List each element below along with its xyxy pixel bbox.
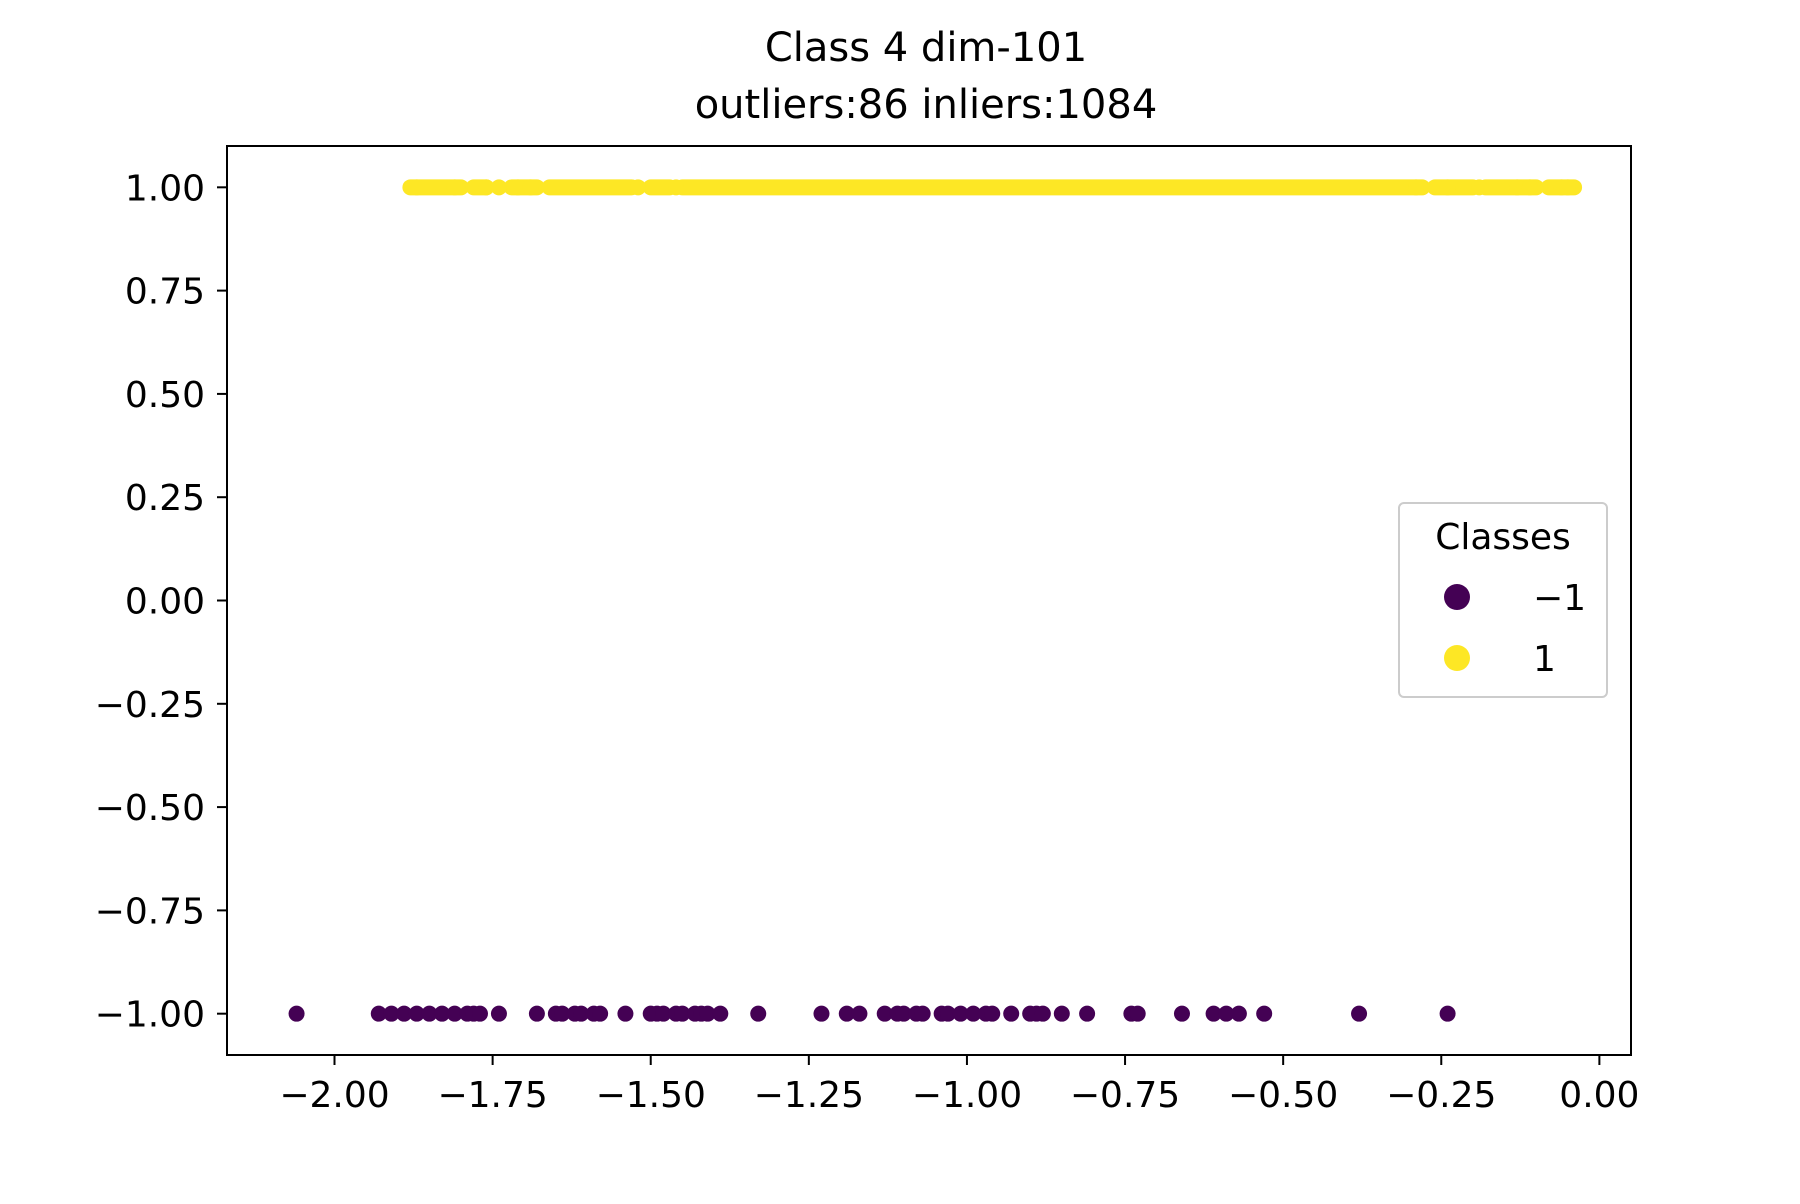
outlier-point <box>914 1005 931 1022</box>
inlier-point <box>478 179 495 196</box>
legend-marker-1 <box>1444 645 1470 671</box>
outlier-point <box>1129 1005 1146 1022</box>
outlier-point <box>1230 1005 1247 1022</box>
x-tick-label: −1.75 <box>437 1075 547 1116</box>
inlier-point <box>1439 179 1456 196</box>
outlier-point <box>1351 1005 1368 1022</box>
inlier-point <box>522 179 539 196</box>
chart-title: Class 4 dim-101 <box>765 25 1087 71</box>
outlier-point <box>965 1005 982 1022</box>
outlier-point <box>434 1005 451 1022</box>
outlier-point <box>446 1005 463 1022</box>
y-tick-label: 0.00 <box>125 582 205 623</box>
outlier-point <box>952 1005 969 1022</box>
inlier-point <box>509 179 526 196</box>
y-tick-label: 0.25 <box>125 478 205 519</box>
outlier-point <box>895 1005 912 1022</box>
outlier-point <box>1218 1005 1235 1022</box>
outlier-point <box>421 1005 438 1022</box>
legend-title: Classes <box>1435 517 1571 558</box>
legend-marker-neg1 <box>1444 584 1470 610</box>
y-tick-label: −0.25 <box>95 685 205 726</box>
outlier-point <box>1034 1005 1051 1022</box>
outlier-point <box>396 1005 413 1022</box>
inlier-point <box>1407 179 1424 196</box>
outlier-point <box>1173 1005 1190 1022</box>
outlier-point <box>1205 1005 1222 1022</box>
outlier-point <box>674 1005 691 1022</box>
x-tick-label: −0.75 <box>1070 1075 1180 1116</box>
outlier-point <box>699 1005 716 1022</box>
y-tick-label: 1.00 <box>125 168 205 209</box>
outlier-point <box>592 1005 609 1022</box>
inlier-point <box>408 179 425 196</box>
inlier-point <box>1471 179 1488 196</box>
x-tick-label: −1.50 <box>596 1075 706 1116</box>
chart-subtitle: outliers:86 inliers:1084 <box>695 82 1158 128</box>
legend: Classes −1 1 <box>1398 502 1608 698</box>
outlier-point <box>1079 1005 1096 1022</box>
outlier-point <box>408 1005 425 1022</box>
y-axis: 1.00 0.75 0.50 0.25 0.00 −0.25 −0.50 −0.75 −1.00 <box>95 168 227 1036</box>
x-axis: −2.00 −1.75 −1.50 −1.25 −1.00 −0.75 −0.50 −0.25… <box>279 1055 1639 1116</box>
y-tick-label: −0.50 <box>95 788 205 829</box>
outlier-point <box>383 1005 400 1022</box>
outlier-point <box>655 1005 672 1022</box>
legend-label-1: 1 <box>1533 639 1556 680</box>
x-tick-label: −1.25 <box>754 1075 864 1116</box>
outlier-point <box>1003 1005 1020 1022</box>
outlier-point <box>554 1005 571 1022</box>
outlier-point <box>617 1005 634 1022</box>
inlier-point <box>1521 179 1538 196</box>
outlier-point <box>1256 1005 1273 1022</box>
y-tick-label: −1.00 <box>95 995 205 1036</box>
outlier-point <box>851 1005 868 1022</box>
outlier-point <box>876 1005 893 1022</box>
x-tick-label: 0.00 <box>1559 1075 1639 1116</box>
x-tick-label: −0.50 <box>1228 1075 1338 1116</box>
outlier-point <box>370 1005 387 1022</box>
outlier-point <box>1439 1005 1456 1022</box>
x-tick-label: −0.25 <box>1386 1075 1496 1116</box>
plot-marks <box>288 179 1583 1022</box>
outlier-point <box>838 1005 855 1022</box>
inlier-point <box>630 179 647 196</box>
y-tick-label: 0.75 <box>125 272 205 313</box>
outlier-point <box>750 1005 767 1022</box>
outlier-point <box>939 1005 956 1022</box>
x-tick-label: −1.00 <box>912 1075 1022 1116</box>
legend-label-neg1: −1 <box>1533 578 1586 619</box>
inlier-point <box>446 179 463 196</box>
outlier-point <box>1053 1005 1070 1022</box>
outlier-point <box>471 1005 488 1022</box>
y-tick-label: −0.75 <box>95 891 205 932</box>
outlier-point <box>712 1005 729 1022</box>
inlier-point <box>1559 179 1576 196</box>
inlier-point <box>668 179 685 196</box>
inlier-point <box>1509 179 1526 196</box>
outlier-point <box>813 1005 830 1022</box>
x-tick-label: −2.00 <box>279 1075 389 1116</box>
outlier-point <box>573 1005 590 1022</box>
outlier-point <box>490 1005 507 1022</box>
inlier-point <box>490 179 507 196</box>
y-tick-label: 0.50 <box>125 375 205 416</box>
outlier-point <box>984 1005 1001 1022</box>
outlier-point <box>528 1005 545 1022</box>
outlier-point <box>288 1005 305 1022</box>
